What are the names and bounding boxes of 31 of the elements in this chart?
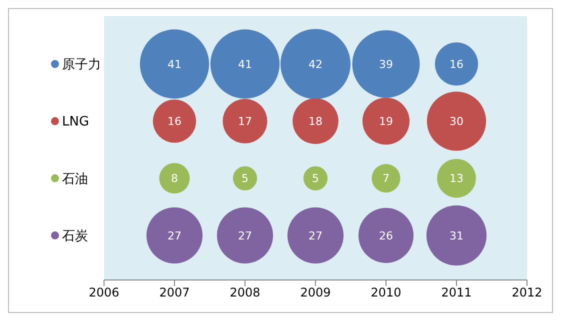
data-label: 5 xyxy=(312,172,319,186)
data-label: 39 xyxy=(379,58,393,71)
data-label: 16 xyxy=(450,58,464,71)
data-label: 27 xyxy=(308,229,322,242)
data-label: 17 xyxy=(238,115,252,128)
data-label: 16 xyxy=(168,115,182,128)
x-tick-label: 2010 xyxy=(370,286,402,300)
data-label: 18 xyxy=(308,115,322,128)
x-tick-label: 2006 xyxy=(88,286,120,300)
y-tick-label: 石油 xyxy=(62,172,88,187)
data-label: 19 xyxy=(379,115,393,128)
y-tick-label: 原子力 xyxy=(62,58,101,73)
data-label: 27 xyxy=(168,229,182,242)
data-label: 27 xyxy=(238,229,252,242)
data-label: 42 xyxy=(308,58,322,71)
data-label: 7 xyxy=(382,172,390,186)
data-label: 41 xyxy=(238,58,252,71)
x-tick-label: 2008 xyxy=(230,286,260,300)
x-tick-label: 2012 xyxy=(512,286,542,300)
data-label: 30 xyxy=(450,115,464,128)
x-tick-label: 2011 xyxy=(441,286,472,300)
x-tick-label: 2009 xyxy=(300,286,331,300)
data-label: 31 xyxy=(450,229,464,242)
data-label: 41 xyxy=(168,58,182,71)
data-label: 26 xyxy=(379,229,393,242)
data-label: 13 xyxy=(450,172,464,186)
x-tick-label: 2007 xyxy=(159,286,190,300)
y-tick-label: 石炭 xyxy=(62,228,88,244)
y-tick-label: LNG xyxy=(62,114,90,130)
data-label: 5 xyxy=(242,172,248,186)
data-label: 8 xyxy=(171,172,178,186)
